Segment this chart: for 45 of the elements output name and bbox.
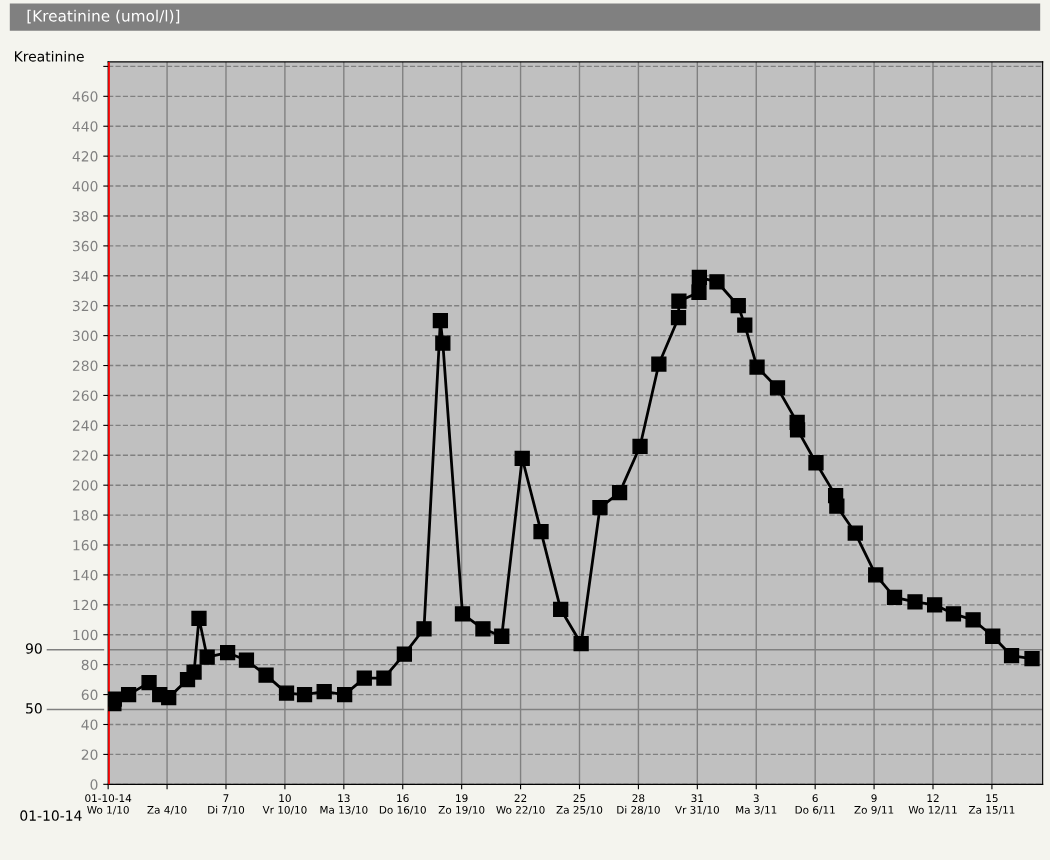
y-tick-label: 20 xyxy=(81,749,98,760)
x-tick-label: 7 Di 7/10 xyxy=(208,794,245,815)
ref-line-label: 50 xyxy=(26,703,42,714)
x-tick-label: 3 Ma 3/11 xyxy=(736,794,777,815)
x-tick-label: 9 Zo 9/11 xyxy=(854,794,894,815)
y-tick-label: 280 xyxy=(72,360,98,372)
x-tick-label: Za 4/10 xyxy=(147,805,187,815)
y-tick-label: 320 xyxy=(72,300,98,312)
x-tick-label: 31 Vr 31/10 xyxy=(675,794,720,815)
y-tick-label: 120 xyxy=(73,599,98,611)
x-tick-label: 28 Di 28/10 xyxy=(617,794,660,815)
x-tick-label: 13 Ma 13/10 xyxy=(320,794,368,815)
x-tick-label: 01-10-14 Wo 1/10 xyxy=(85,794,132,815)
y-tick-label: 380 xyxy=(72,210,98,222)
x-tick-label: 16 Do 16/10 xyxy=(379,794,426,815)
x-tick-label: 22 Wo 22/10 xyxy=(496,794,545,815)
x-tick-label: 6 Do 6/11 xyxy=(795,794,835,815)
y-tick-label: 260 xyxy=(72,390,98,401)
x-tick-label: 15 Za 15/11 xyxy=(968,794,1015,815)
y-tick-label: 460 xyxy=(72,91,98,102)
x-tick-label: 12 Wo 12/11 xyxy=(908,794,957,815)
y-tick-label: 160 xyxy=(73,539,98,551)
y-axis-title: Kreatinine xyxy=(15,50,84,62)
y-tick-label: 360 xyxy=(72,240,98,252)
y-tick-label: 140 xyxy=(73,569,98,581)
y-tick-label: 80 xyxy=(81,659,98,671)
y-tick-label: 300 xyxy=(72,330,98,342)
x-tick-label: 25 Za 25/10 xyxy=(556,794,603,815)
x-tick-label: 19 Zo 19/10 xyxy=(438,794,485,815)
y-tick-label: 40 xyxy=(81,719,98,730)
y-tick-label: 340 xyxy=(72,270,98,282)
y-tick-label: 100 xyxy=(73,629,98,641)
text: 01-10-14 xyxy=(20,810,82,821)
y-tick-label: 400 xyxy=(72,181,98,192)
y-tick-label: 60 xyxy=(81,689,98,701)
y-tick-label: 0 xyxy=(90,779,98,790)
y-tick-label: 420 xyxy=(72,151,98,162)
y-tick-label: 180 xyxy=(73,510,98,521)
y-tick-label: 240 xyxy=(72,420,98,431)
ref-line-label: 90 xyxy=(25,643,42,654)
y-tick-label: 220 xyxy=(72,450,98,461)
chart-title: [Kreatinine (umol/l)] xyxy=(27,9,180,24)
y-tick-label: 440 xyxy=(72,121,98,132)
y-tick-label: 200 xyxy=(72,480,98,491)
x-tick-label: 10 Vr 10/10 xyxy=(262,794,307,815)
